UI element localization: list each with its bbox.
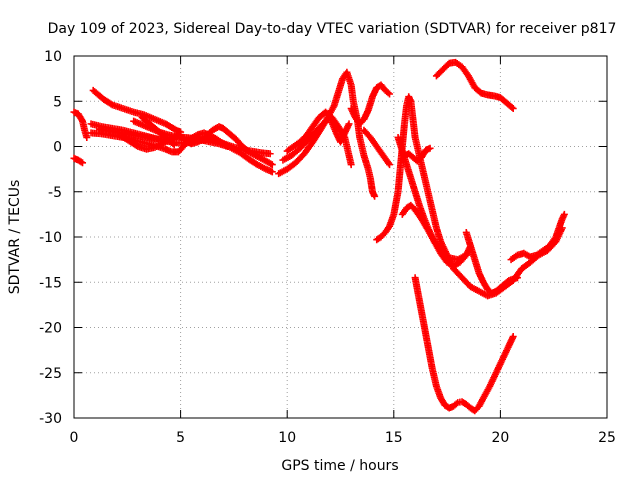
data-point (384, 159, 392, 167)
data-point (426, 144, 434, 152)
y-tick-label: -10 (39, 230, 62, 246)
data-point (371, 192, 379, 200)
data-point (508, 103, 516, 111)
data-point (347, 161, 355, 169)
y-tick-label: -25 (39, 366, 62, 382)
data-points (70, 58, 568, 415)
data-point (268, 161, 276, 169)
grid-lines (74, 56, 607, 418)
chart-title: Day 109 of 2023, Sidereal Day-to-day VTE… (48, 21, 617, 37)
data-point (77, 158, 85, 166)
x-tick-label: 25 (598, 430, 616, 446)
y-tick-label: -5 (48, 185, 62, 201)
x-tick-label: 20 (491, 430, 509, 446)
data-point (461, 253, 469, 261)
data-point (560, 210, 568, 218)
data-point (224, 143, 232, 150)
y-tick-label: -30 (39, 411, 62, 427)
data-point (386, 161, 394, 169)
data-point (79, 159, 87, 167)
data-point (268, 168, 276, 176)
plot-frame (73, 55, 608, 419)
data-point (509, 333, 517, 341)
data-point (266, 150, 274, 158)
x-tick-label: 5 (176, 430, 185, 446)
y-tick-labels: -30 -25 -20 -15 -10 -5 0 5 10 (39, 49, 62, 427)
y-tick-label: 0 (53, 140, 62, 156)
data-point (452, 400, 460, 408)
y-tick-label: -20 (39, 321, 62, 337)
data-point (386, 90, 394, 98)
data-point (509, 104, 517, 112)
x-tick-label: 15 (385, 430, 403, 446)
x-tick-labels: 0 5 10 15 20 25 (70, 430, 616, 446)
data-point (169, 140, 177, 148)
x-tick-label: 10 (278, 430, 296, 446)
data-point (345, 120, 353, 128)
data-point (462, 251, 470, 259)
y-tick-label: -15 (39, 275, 62, 291)
data-point (170, 141, 178, 149)
data-point (107, 100, 115, 108)
y-tick-label: 10 (44, 49, 62, 65)
x-axis-label: GPS time / hours (281, 458, 398, 474)
data-point (513, 274, 521, 282)
x-tick-label: 0 (70, 430, 79, 446)
y-tick-label: 5 (53, 94, 62, 110)
data-point (78, 116, 86, 124)
axis-ticks (73, 55, 608, 419)
data-point (83, 133, 91, 141)
data-point (384, 89, 392, 97)
y-axis-label: SDTVAR / TECUs (7, 180, 23, 295)
